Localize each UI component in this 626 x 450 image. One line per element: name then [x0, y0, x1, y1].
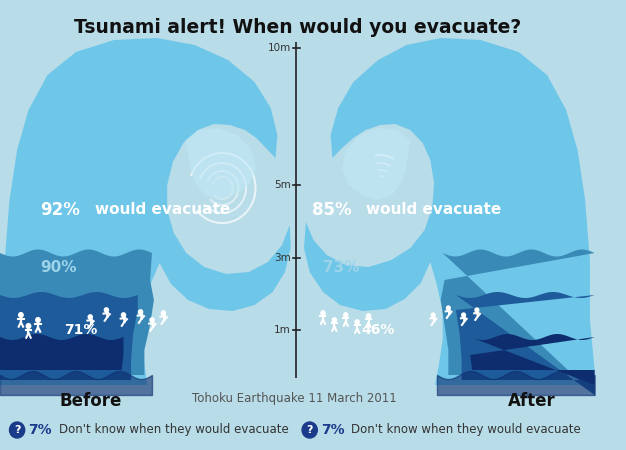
Circle shape	[36, 318, 40, 322]
Text: 3m: 3m	[274, 253, 290, 263]
Text: 10m: 10m	[267, 43, 290, 53]
Circle shape	[462, 313, 466, 317]
Text: 46%: 46%	[361, 323, 394, 337]
Circle shape	[121, 313, 126, 317]
Polygon shape	[470, 334, 595, 385]
Circle shape	[332, 318, 336, 322]
Polygon shape	[304, 38, 595, 395]
Text: 92%: 92%	[40, 201, 80, 219]
Text: Tohoku Earthquake 11 March 2011: Tohoku Earthquake 11 March 2011	[192, 392, 397, 405]
Circle shape	[88, 315, 92, 319]
Text: ?: ?	[306, 425, 313, 435]
Text: Don't know when they would evacuate: Don't know when they would evacuate	[351, 423, 581, 436]
Text: 7%: 7%	[29, 423, 52, 437]
Circle shape	[26, 324, 31, 328]
Text: Before: Before	[59, 392, 121, 410]
Text: 5m: 5m	[274, 180, 290, 190]
Circle shape	[344, 313, 348, 317]
Circle shape	[302, 422, 317, 438]
Polygon shape	[0, 38, 290, 395]
Text: would evacuate: would evacuate	[95, 202, 230, 217]
Circle shape	[19, 313, 23, 317]
Polygon shape	[0, 249, 154, 395]
Circle shape	[105, 308, 108, 312]
Circle shape	[475, 308, 479, 312]
Text: 90%: 90%	[40, 261, 76, 275]
Circle shape	[431, 313, 435, 317]
Polygon shape	[0, 292, 138, 395]
Circle shape	[162, 311, 165, 315]
Text: ?: ?	[14, 425, 21, 435]
Polygon shape	[456, 292, 595, 395]
Text: 1m: 1m	[274, 325, 290, 335]
Polygon shape	[342, 128, 411, 200]
Polygon shape	[441, 249, 595, 395]
Circle shape	[355, 320, 359, 324]
Text: would evacuate: would evacuate	[366, 202, 501, 217]
Text: 71%: 71%	[64, 323, 98, 337]
Polygon shape	[185, 128, 257, 200]
Circle shape	[366, 314, 371, 318]
Text: 73%: 73%	[323, 261, 359, 275]
Text: 85%: 85%	[312, 201, 351, 219]
Circle shape	[138, 310, 143, 314]
Text: 7%: 7%	[321, 423, 345, 437]
Text: Don't know when they would evacuate: Don't know when they would evacuate	[59, 423, 289, 436]
Circle shape	[321, 311, 325, 315]
Circle shape	[9, 422, 24, 438]
Circle shape	[446, 306, 450, 310]
Text: Tsunami alert! When would you evacuate?: Tsunami alert! When would you evacuate?	[74, 18, 521, 37]
Circle shape	[150, 318, 154, 322]
Polygon shape	[0, 334, 123, 385]
Text: After: After	[508, 392, 556, 410]
